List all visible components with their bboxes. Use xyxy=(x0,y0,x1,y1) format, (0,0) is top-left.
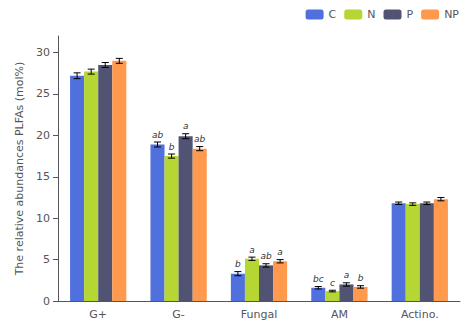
svg-text:bc: bc xyxy=(313,274,324,284)
svg-text:N: N xyxy=(367,8,375,21)
svg-text:15: 15 xyxy=(36,170,50,183)
svg-text:5: 5 xyxy=(43,253,50,266)
svg-text:0: 0 xyxy=(43,295,50,308)
svg-text:AM: AM xyxy=(331,308,348,321)
svg-text:Actino.: Actino. xyxy=(401,308,439,321)
svg-text:ab: ab xyxy=(152,130,164,140)
svg-text:25: 25 xyxy=(36,87,50,100)
svg-text:C: C xyxy=(329,8,337,21)
svg-text:a: a xyxy=(249,245,255,255)
svg-text:a: a xyxy=(183,121,189,131)
svg-text:20: 20 xyxy=(36,129,50,142)
svg-text:P: P xyxy=(407,8,414,21)
svg-text:30: 30 xyxy=(36,46,50,59)
svg-text:a: a xyxy=(277,247,283,257)
svg-text:b: b xyxy=(169,142,175,152)
svg-text:The relative abundances PLFAs: The relative abundances PLFAs (mol%) xyxy=(13,62,26,277)
svg-text:b: b xyxy=(235,259,241,269)
svg-text:b: b xyxy=(358,273,364,283)
svg-text:10: 10 xyxy=(36,212,50,225)
svg-text:ab: ab xyxy=(260,251,272,261)
svg-text:a: a xyxy=(344,270,350,280)
svg-text:G+: G+ xyxy=(89,308,107,321)
svg-text:ab: ab xyxy=(194,134,206,144)
svg-text:c: c xyxy=(330,278,335,288)
svg-text:G-: G- xyxy=(172,308,185,321)
svg-text:NP: NP xyxy=(444,8,459,21)
svg-text:Fungal: Fungal xyxy=(241,308,277,321)
